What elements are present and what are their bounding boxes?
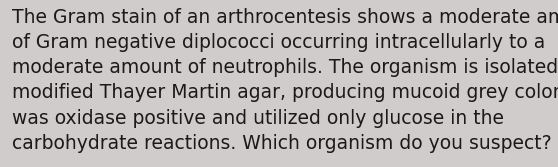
Text: The Gram stain of an arthrocentesis shows a moderate amount
of Gram negative dip: The Gram stain of an arthrocentesis show…	[12, 8, 558, 153]
